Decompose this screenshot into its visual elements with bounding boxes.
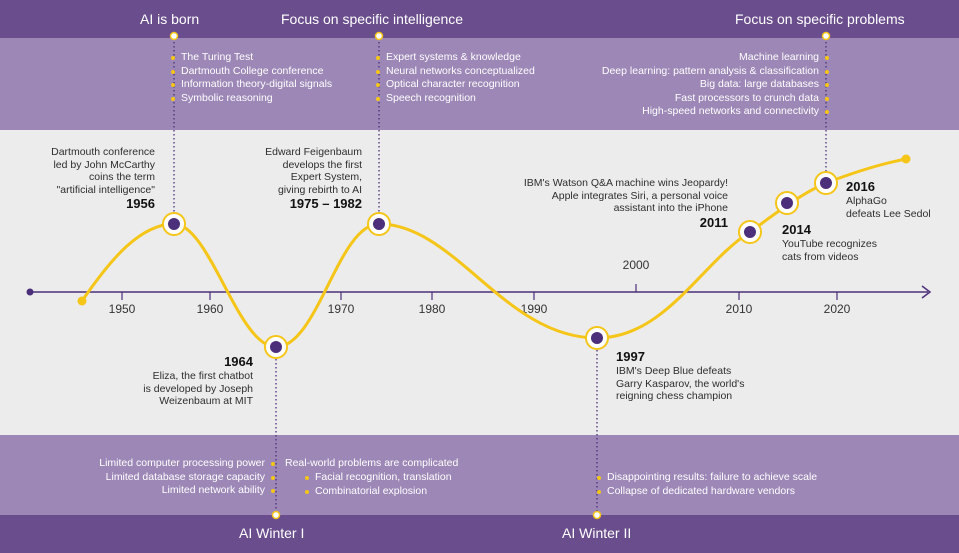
list-item: Collapse of dedicated hardware vendors <box>596 485 817 499</box>
event-text-line: Expert System, <box>290 171 362 183</box>
axis-tick-label: 1970 <box>328 302 355 316</box>
list-item: Neural networks conceptualized <box>375 65 535 79</box>
event-1975-1982: Edward Feigenbaum develops the first Exp… <box>265 146 362 212</box>
event-text-line: Garry Kasparov, the world's <box>616 377 745 390</box>
event-text-line: Dartmouth conference <box>51 146 155 158</box>
list-item: Expert systems & knowledge <box>375 51 535 65</box>
event-year: 2014 <box>782 222 811 237</box>
axis-arrow <box>921 285 932 299</box>
event-text-line: Apple integrates Siri, a personal voice <box>551 189 728 202</box>
event-text-line: reigning chess champion <box>616 390 733 402</box>
curve-start-dot <box>77 296 87 306</box>
event-marker-1975 <box>367 212 391 236</box>
list-item: The Turing Test <box>170 51 332 65</box>
header-ai-winter-2: AI Winter II <box>562 525 632 541</box>
event-text-line: develops the first <box>282 158 362 171</box>
marker-focus-problems-top <box>821 31 831 41</box>
event-text-line: YouTube recognizes <box>782 238 877 250</box>
list-focus-intelligence: Expert systems & knowledge Neural networ… <box>375 51 535 105</box>
event-text-line: Edward Feigenbaum <box>265 146 362 158</box>
list-item: Machine learning <box>602 51 830 65</box>
axis-tick-label: 1990 <box>521 302 548 316</box>
marker-winter1-bottom <box>271 510 281 520</box>
list-item: Dartmouth College conference <box>170 65 332 79</box>
list-winter1-left: Limited computer processing power Limite… <box>99 457 276 498</box>
header-focus-intelligence: Focus on specific intelligence <box>281 11 464 27</box>
list-item: Symbolic reasoning <box>170 92 332 106</box>
event-2014: 2014 YouTube recognizes cats from videos <box>782 222 877 263</box>
list-item: Limited computer processing power <box>99 457 276 471</box>
header-ai-born: AI is born <box>140 11 200 27</box>
winter1-right-heading: Real-world problems are complicated <box>285 457 459 469</box>
axis-tick-label: 2010 <box>726 302 753 316</box>
list-item: High-speed networks and connectivity <box>602 105 830 119</box>
axis-tick-label: 2020 <box>824 302 851 316</box>
event-1997: 1997 IBM's Deep Blue defeats Garry Kaspa… <box>616 349 744 403</box>
event-year: 1997 <box>616 349 645 364</box>
event-1956: Dartmouth conference led by John McCarth… <box>51 146 155 212</box>
event-text-line: "artificial intelligence" <box>56 183 156 196</box>
list-item: Limited network ability <box>99 484 276 498</box>
top-list-band <box>0 38 959 130</box>
bottom-list-band <box>0 435 959 515</box>
list-item: Combinatorial explosion <box>304 485 452 499</box>
event-year: 1975 – 1982 <box>289 196 362 211</box>
list-item: Big data: large databases <box>602 78 830 92</box>
axis-ticks: 1950 1960 1970 1980 1990 2000 2010 2020 <box>109 258 851 316</box>
event-text-line: coins the term <box>89 171 155 183</box>
event-year: 1956 <box>126 196 155 211</box>
list-item: Fast processors to crunch data <box>602 92 830 106</box>
event-marker-1997 <box>585 326 609 350</box>
list-item: Facial recognition, translation <box>304 471 452 485</box>
marker-ai-born-top <box>169 31 179 41</box>
event-year: 2011 <box>699 214 728 230</box>
event-text-line: assistant into the iPhone <box>613 202 728 214</box>
list-winter2: Disappointing results: failure to achiev… <box>596 471 817 498</box>
event-marker-1964 <box>264 335 288 359</box>
bottom-header-band <box>0 515 959 553</box>
event-text-line: IBM's Deep Blue defeats <box>616 365 732 377</box>
list-ai-born: The Turing Test Dartmouth College confer… <box>170 51 332 105</box>
event-year: 2016 <box>846 179 875 194</box>
axis-tick-label: 1980 <box>419 302 446 316</box>
axis-tick-label: 1960 <box>197 302 224 316</box>
event-text-line: cats from videos <box>782 250 859 263</box>
event-2016: 2016 AlphaGo defeats Lee Sedol <box>846 179 931 220</box>
timeline-band <box>0 130 959 435</box>
list-winter1-right: Facial recognition, translation Combinat… <box>304 471 452 498</box>
event-text-line: AlphaGo <box>846 195 887 207</box>
list-item: Disappointing results: failure to achiev… <box>596 471 817 485</box>
curve-end-dot <box>901 154 911 164</box>
axis-tick-label: 2000 <box>623 258 650 272</box>
event-marker-2016 <box>814 171 838 195</box>
event-text-line: Weizenbaum at MIT <box>159 395 253 407</box>
event-year: 1964 <box>224 354 253 369</box>
event-marker-2014 <box>775 191 799 215</box>
list-item: Deep learning: pattern analysis & classi… <box>602 65 830 79</box>
list-focus-problems: Machine learning Deep learning: pattern … <box>602 51 830 119</box>
axis-start-dot <box>26 288 34 296</box>
marker-winter2-bottom <box>592 510 602 520</box>
event-marker-1956 <box>162 212 186 236</box>
list-item: Speech recognition <box>375 92 535 106</box>
event-text-line: led by John McCarthy <box>53 158 155 171</box>
event-text-line: is developed by Joseph <box>143 382 253 395</box>
event-marker-2011 <box>738 220 762 244</box>
axis-tick-label: 1950 <box>109 302 136 316</box>
event-text-line: IBM's Watson Q&A machine wins Jeopardy! <box>523 177 728 189</box>
event-text-line: Eliza, the first chatbot <box>152 370 253 382</box>
header-ai-winter-1: AI Winter I <box>239 525 305 541</box>
event-text-line: defeats Lee Sedol <box>846 207 931 220</box>
event-2011: IBM's Watson Q&A machine wins Jeopardy! … <box>524 177 728 231</box>
list-item: Optical character recognition <box>375 78 535 92</box>
header-focus-problems: Focus on specific problems <box>735 11 905 27</box>
list-item: Limited database storage capacity <box>99 471 276 485</box>
event-text-line: giving rebirth to AI <box>277 183 362 196</box>
event-1964: 1964 Eliza, the first chatbot is develop… <box>143 354 253 408</box>
list-item: Information theory-digital signals <box>170 78 332 92</box>
top-header-band <box>0 0 959 38</box>
marker-focus-intel-top <box>374 31 384 41</box>
